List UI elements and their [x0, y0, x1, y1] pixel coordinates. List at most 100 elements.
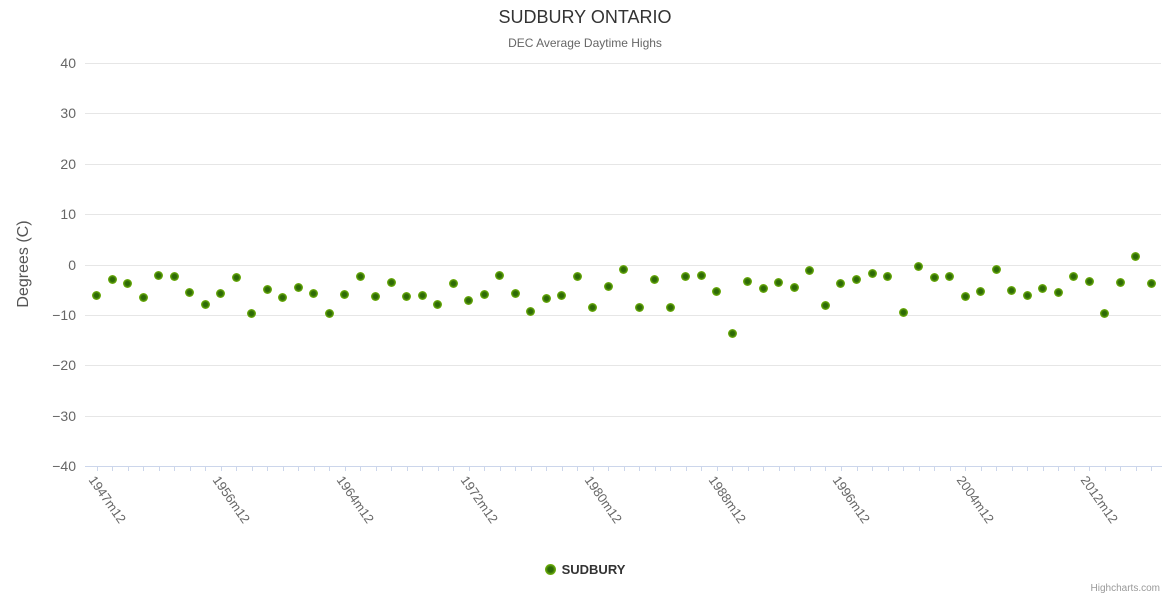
x-axis-tick	[639, 467, 641, 471]
data-point[interactable]	[883, 272, 893, 282]
data-point[interactable]	[92, 291, 101, 301]
data-point[interactable]	[774, 277, 784, 287]
data-point[interactable]	[1131, 251, 1141, 261]
data-point[interactable]	[929, 273, 939, 283]
data-point[interactable]	[1084, 277, 1094, 287]
data-point[interactable]	[743, 276, 753, 286]
data-point[interactable]	[712, 286, 722, 296]
data-point[interactable]	[1038, 283, 1048, 293]
data-point[interactable]	[1007, 285, 1017, 295]
data-point[interactable]	[510, 289, 520, 299]
data-point[interactable]	[355, 272, 365, 282]
data-point[interactable]	[789, 283, 799, 293]
data-point[interactable]	[324, 308, 334, 318]
data-point[interactable]	[1022, 290, 1032, 300]
data-point[interactable]	[588, 303, 598, 313]
data-point[interactable]	[402, 292, 412, 302]
data-point[interactable]	[417, 291, 427, 301]
data-point[interactable]	[852, 275, 861, 285]
data-point[interactable]	[200, 299, 210, 309]
data-point[interactable]	[386, 278, 396, 288]
data-point[interactable]	[805, 266, 815, 276]
x-axis-label: 1996m12	[829, 473, 874, 527]
x-axis-tick	[1011, 467, 1013, 471]
data-point[interactable]	[557, 291, 567, 301]
data-point[interactable]	[1100, 308, 1110, 318]
x-axis-tick	[174, 467, 176, 471]
data-point[interactable]	[914, 262, 924, 271]
data-point[interactable]	[433, 300, 443, 310]
x-axis-tick	[809, 467, 811, 471]
data-point[interactable]	[603, 281, 613, 291]
data-point[interactable]	[154, 271, 164, 281]
x-axis-tick	[205, 467, 207, 471]
data-point[interactable]	[448, 279, 458, 289]
data-point[interactable]	[634, 303, 644, 313]
data-point[interactable]	[278, 293, 288, 303]
x-axis-tick	[1120, 467, 1122, 471]
x-axis-tick	[561, 467, 563, 471]
data-point[interactable]	[293, 283, 303, 293]
data-point[interactable]	[479, 289, 489, 299]
data-point[interactable]	[371, 291, 381, 301]
x-axis-tick	[220, 467, 222, 471]
data-point[interactable]	[1069, 271, 1079, 281]
data-point[interactable]	[526, 307, 536, 317]
data-point[interactable]	[231, 273, 241, 283]
data-point[interactable]	[185, 287, 195, 297]
legend-item-sudbury[interactable]: SUDBURY	[0, 562, 1170, 577]
data-point[interactable]	[262, 285, 272, 295]
x-axis-tick	[1104, 467, 1106, 471]
data-point[interactable]	[665, 302, 675, 312]
data-point[interactable]	[169, 272, 179, 282]
x-axis-tick	[887, 467, 889, 471]
data-point[interactable]	[696, 271, 706, 281]
x-axis-tick	[453, 467, 455, 471]
data-point[interactable]	[340, 290, 350, 300]
data-point[interactable]	[495, 271, 505, 281]
x-axis-tick	[329, 467, 331, 471]
x-axis-tick	[112, 467, 113, 471]
data-point[interactable]	[216, 289, 226, 299]
legend-marker-icon	[544, 564, 556, 575]
x-axis-label: 2012m12	[1077, 473, 1122, 527]
data-point[interactable]	[820, 300, 830, 310]
data-point[interactable]	[758, 284, 768, 294]
data-point[interactable]	[464, 295, 474, 305]
data-point[interactable]	[309, 288, 319, 298]
x-axis-tick	[267, 467, 269, 471]
data-point[interactable]	[541, 293, 551, 303]
x-axis-tick	[1151, 467, 1153, 471]
y-axis-tick-label: 40	[60, 55, 76, 71]
data-point[interactable]	[727, 328, 737, 338]
x-axis-tick	[903, 467, 905, 471]
data-point[interactable]	[991, 264, 1001, 274]
x-axis-tick	[1073, 467, 1075, 471]
x-axis-tick	[965, 467, 967, 471]
data-point[interactable]	[123, 279, 133, 289]
data-point[interactable]	[572, 272, 582, 282]
data-point[interactable]	[650, 274, 660, 284]
data-point[interactable]	[138, 292, 148, 302]
data-point[interactable]	[681, 272, 691, 282]
x-axis-tick	[794, 467, 796, 471]
data-point[interactable]	[945, 271, 955, 281]
data-point[interactable]	[898, 308, 908, 318]
x-axis-tick	[747, 467, 749, 471]
data-point[interactable]	[1146, 278, 1156, 288]
chart-title: SUDBURY ONTARIO	[498, 7, 672, 27]
data-point[interactable]	[107, 275, 117, 285]
x-axis-tick	[127, 467, 129, 471]
highcharts-credits-link[interactable]: Highcharts.com	[1090, 583, 1160, 594]
x-axis-tick	[592, 467, 594, 471]
data-point[interactable]	[619, 264, 629, 274]
data-point[interactable]	[836, 279, 846, 289]
data-point[interactable]	[1053, 287, 1063, 297]
data-point[interactable]	[247, 308, 257, 318]
data-point[interactable]	[960, 291, 970, 301]
x-axis-tick	[732, 467, 734, 471]
data-point[interactable]	[976, 286, 986, 296]
data-point[interactable]	[1115, 278, 1125, 288]
gridline	[85, 163, 1161, 165]
data-point[interactable]	[867, 269, 877, 279]
